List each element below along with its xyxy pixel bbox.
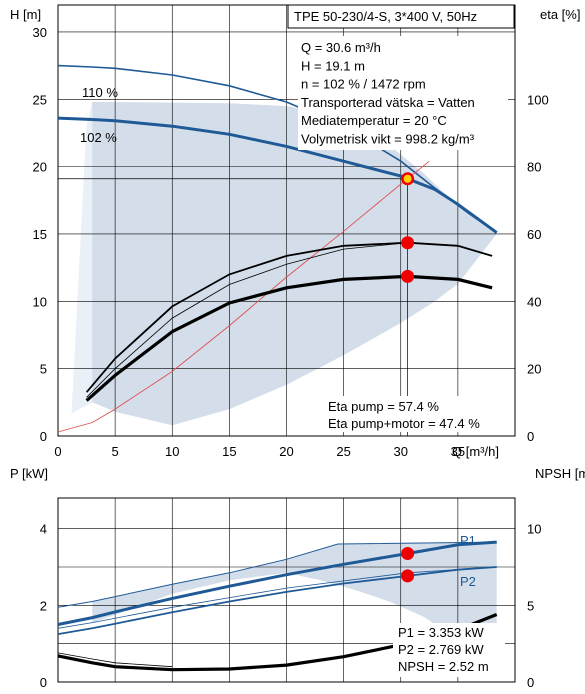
power-curve-p1 — [57, 540, 497, 626]
curve-label-p2: P2 — [460, 574, 476, 589]
info-line: n = 102 % / 1472 rpm — [301, 77, 426, 92]
x-tick-label: 25 — [336, 444, 350, 459]
npsh-annotation: NPSH = 2.52 m — [398, 659, 489, 674]
curve-label-102: 102 % — [80, 130, 117, 145]
x-tick-label: 0 — [54, 444, 61, 459]
y-right-axis-label-npsh: NPSH [m] — [535, 466, 585, 481]
p1-annotation: P1 = 3.353 kW — [398, 625, 484, 640]
efficiency-curve-thin — [86, 242, 493, 398]
y-right-tick-label: 100 — [527, 92, 549, 107]
info-line: Q = 30.6 m³/h — [301, 40, 381, 55]
y-left-tick-label: 10 — [33, 294, 47, 309]
head-efficiency-chart: 0 5 10 15 20 25 30 35 0 5 10 15 20 25 30 0 20 40 60 80 100… — [10, 4, 580, 459]
y-left-tick-label: 5 — [40, 362, 47, 377]
x-tick-label: 15 — [222, 444, 236, 459]
operating-range-left-band — [71, 101, 93, 414]
power-curve-p2 — [57, 566, 497, 635]
info-line: Mediatemperatur = 20 °C — [301, 113, 447, 128]
eta-annotation-box — [323, 396, 503, 432]
y-right-tick-label: 80 — [527, 160, 541, 175]
info-line: Transporterad vätska = Vatten — [301, 95, 475, 110]
y-right-tick-label: 10 — [527, 522, 541, 537]
y-left-tick-label: 4 — [40, 522, 47, 537]
y-left-tick-label: 2 — [40, 598, 47, 613]
eta-pump-motor-annotation: Eta pump+motor = 47.4 % — [328, 416, 480, 431]
top-y-left-tick-labels: 0 5 10 15 20 25 30 — [33, 25, 47, 444]
top-y-right-tick-labels: 0 20 40 60 80 100 — [527, 92, 549, 444]
power-range-fill — [92, 542, 497, 667]
system-curve — [57, 160, 430, 433]
head-curve-102 — [57, 116, 498, 234]
y-right-tick-label: 20 — [527, 362, 541, 377]
y-left-tick-label: 30 — [33, 25, 47, 40]
y-right-axis-label-eta: eta [%] — [540, 7, 580, 22]
power-range-area — [92, 542, 497, 667]
power-operating-point-1 — [401, 569, 415, 583]
power-envelope-upper — [57, 541, 497, 608]
operating-point-2 — [401, 269, 415, 283]
npsh-curve-thin — [57, 652, 173, 668]
top-operating-points — [401, 172, 415, 283]
top-x-tick-labels: 0 5 10 15 20 25 30 35 — [54, 444, 465, 459]
power-envelope-thin — [57, 566, 497, 629]
top-curves — [57, 64, 498, 436]
x-tick-label: 35 — [451, 444, 465, 459]
chart-title: TPE 50-230/4-S, 3*400 V, 50Hz — [294, 9, 477, 24]
y-left-tick-label: 0 — [40, 675, 47, 690]
p2-annotation: P2 = 2.769 kW — [398, 642, 484, 657]
curve-label-p1: P1 — [460, 533, 476, 548]
x-tick-label: 20 — [279, 444, 293, 459]
info-line: H = 19.1 m — [301, 58, 365, 73]
operating-info-lines: Q = 30.6 m³/h H = 19.1 m n = 102 % / 1472 … — [301, 40, 475, 147]
x-axis-label: Q [m³/h] — [452, 444, 499, 459]
y-left-tick-label: 20 — [33, 160, 47, 175]
operating-point-highlight — [403, 174, 412, 183]
info-box — [298, 36, 508, 150]
y-right-tick-label: 0 — [527, 429, 534, 444]
y-left-tick-label: 15 — [33, 227, 47, 242]
bottom-y-left-tick-labels: 0 2 4 — [40, 522, 47, 690]
operating-point-1 — [401, 236, 415, 250]
y-left-axis-label-p: P [kW] — [10, 466, 48, 481]
power-npsh-chart: 0 2 4 0 5 10 P [kW] NPSH [m] P1 P2 P1 = 3.35… — [10, 466, 585, 690]
info-line: Volymetrisk vikt = 998.2 kg/m³ — [301, 132, 475, 147]
y-right-tick-label: 5 — [527, 598, 534, 613]
power-annotation-box — [393, 623, 505, 677]
operating-range-area — [71, 101, 497, 426]
eta-pump-annotation: Eta pump = 57.4 % — [328, 399, 439, 414]
y-right-tick-label: 0 — [527, 675, 534, 690]
x-tick-label: 5 — [112, 444, 119, 459]
y-right-tick-label: 40 — [527, 294, 541, 309]
bottom-y-right-tick-labels: 0 5 10 — [527, 522, 541, 690]
title-box — [287, 4, 515, 29]
efficiency-curve-pump-motor — [85, 274, 493, 402]
x-tick-label: 10 — [165, 444, 179, 459]
operating-range-fill — [71, 102, 497, 426]
y-left-axis-label-h: H [m] — [10, 7, 41, 22]
x-tick-label: 30 — [394, 444, 408, 459]
y-left-tick-label: 25 — [33, 92, 47, 107]
curve-label-110: 110 % — [82, 85, 118, 100]
y-left-tick-label: 0 — [40, 429, 47, 444]
y-right-tick-label: 60 — [527, 227, 541, 242]
power-operating-point-0 — [401, 546, 415, 560]
